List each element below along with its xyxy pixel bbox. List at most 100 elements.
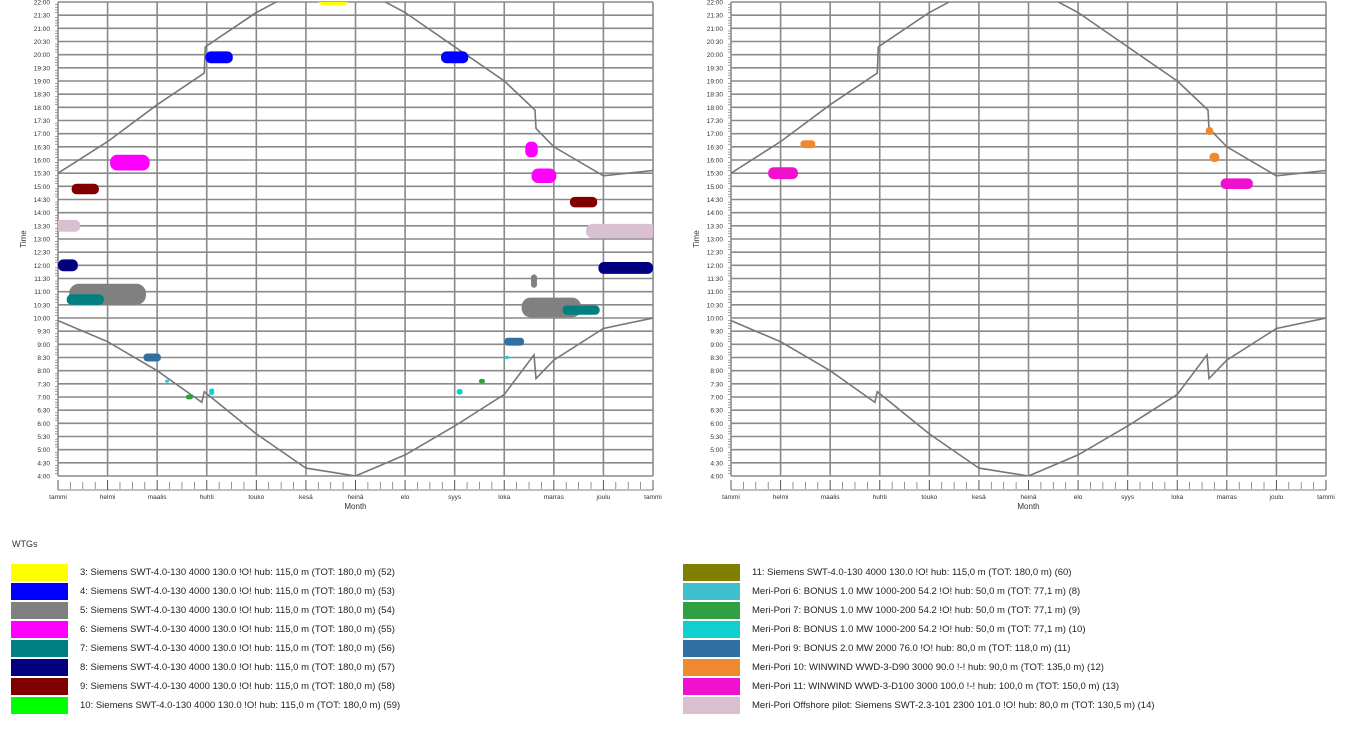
legend-item: Meri-Pori 8: BONUS 1.0 MW 1000-200 54.2 …: [683, 620, 1155, 639]
x-tick-label: loka: [498, 494, 510, 501]
y-tick-label: 22:00: [707, 0, 724, 7]
legend-swatch: [11, 564, 68, 581]
legend-item: 4: Siemens SWT-4.0-130 4000 130.0 !O! hu…: [11, 582, 400, 601]
y-tick-label: 12:30: [707, 250, 724, 257]
y-tick-label: 8:00: [710, 368, 723, 375]
y-tick-label: 9:30: [710, 329, 723, 336]
y-tick-label: 21:30: [34, 13, 51, 20]
legend-swatch: [683, 583, 740, 600]
legend-label: Meri-Pori 11: WINWIND WWD-3-D100 3000 10…: [752, 681, 1120, 692]
x-tick-label: elo: [1074, 494, 1083, 501]
y-tick-label: 19:00: [707, 79, 724, 86]
sunrise-curve: [731, 317, 1326, 476]
legend-label: 9: Siemens SWT-4.0-130 4000 130.0 !O! hu…: [80, 681, 395, 692]
legend-swatch: [683, 602, 740, 619]
shadow-blob: [569, 196, 598, 208]
y-tick-label: 11:00: [34, 289, 50, 296]
legend-label: Meri-Pori 7: BONUS 1.0 MW 1000-200 54.2 …: [752, 605, 1081, 616]
x-tick-label: elo: [401, 494, 410, 501]
y-axis-label: Time: [692, 230, 701, 248]
y-tick-label: 14:30: [34, 197, 51, 204]
plot-area: [58, 2, 653, 476]
legend-item: Meri-Pori Offshore pilot: Siemens SWT-2.…: [683, 696, 1155, 715]
y-tick-label: 14:00: [707, 210, 724, 217]
shadow-charts: 4:00 4:30 5:00 5:30 6:00 6:30 7:00 7:30 8:00 8:30…: [19, 0, 1335, 511]
y-tick-label: 6:00: [37, 421, 50, 428]
x-tick-label: syys: [1121, 494, 1135, 501]
y-tick-label: 19:30: [34, 65, 51, 72]
y-tick-label: 10:30: [34, 302, 51, 309]
x-tick-label: loka: [1171, 494, 1183, 501]
x-tick-label: tammi: [1317, 494, 1335, 501]
x-tick-label: kesä: [972, 494, 986, 501]
legend-item: 5: Siemens SWT-4.0-130 4000 130.0 !O! hu…: [11, 601, 400, 620]
legend-swatch: [11, 697, 68, 714]
x-tick-label: joulu: [596, 494, 611, 501]
shadow-blob: [71, 183, 99, 195]
y-tick-label: 12:00: [707, 263, 724, 270]
shadow-blob: [531, 168, 557, 184]
y-tick-label: 20:30: [707, 39, 724, 46]
y-tick-label: 18:00: [707, 105, 724, 112]
shadow-blob: [1209, 152, 1220, 162]
y-tick-label: 15:30: [707, 171, 724, 178]
y-tick-label: 19:00: [34, 79, 51, 86]
legend-right: 11: Siemens SWT-4.0-130 4000 130.0 !O! h…: [683, 563, 1155, 715]
y-tick-label: 15:30: [34, 171, 51, 178]
legend-label: 3: Siemens SWT-4.0-130 4000 130.0 !O! hu…: [80, 567, 395, 578]
y-tick-label: 11:30: [34, 276, 50, 283]
legend-item: 3: Siemens SWT-4.0-130 4000 130.0 !O! hu…: [11, 563, 400, 582]
y-tick-label: 4:30: [710, 460, 723, 467]
y-tick-label: 13:30: [34, 223, 51, 230]
x-tick-label: touko: [921, 494, 937, 501]
y-tick-label: 8:30: [37, 355, 50, 362]
legend-item: 8: Siemens SWT-4.0-130 4000 130.0 !O! hu…: [11, 658, 400, 677]
y-tick-label: 17:00: [34, 131, 51, 138]
legend-item: 11: Siemens SWT-4.0-130 4000 130.0 !O! h…: [683, 563, 1155, 582]
shadow-blob: [586, 223, 653, 239]
x-tick-label: huhti: [200, 494, 214, 501]
y-tick-label: 18:00: [34, 105, 51, 112]
shadow-blob: [504, 337, 525, 346]
legend-swatch: [11, 602, 68, 619]
legend-label: 11: Siemens SWT-4.0-130 4000 130.0 !O! h…: [752, 567, 1072, 578]
legend-label: 8: Siemens SWT-4.0-130 4000 130.0 !O! hu…: [80, 662, 395, 673]
shadow-blob: [768, 167, 798, 180]
legend-label: Meri-Pori 8: BONUS 1.0 MW 1000-200 54.2 …: [752, 624, 1086, 635]
x-axis-label: Month: [344, 502, 366, 511]
shadow-blob: [66, 294, 104, 305]
legend-item: 7: Siemens SWT-4.0-130 4000 130.0 !O! hu…: [11, 639, 400, 658]
legend-label: 10: Siemens SWT-4.0-130 4000 130.0 !O! h…: [80, 700, 401, 711]
y-tick-label: 5:30: [710, 434, 723, 441]
shadow-blob: [525, 141, 538, 158]
y-tick-label: 7:00: [710, 395, 723, 402]
shadow-blob: [1205, 127, 1214, 135]
y-tick-label: 12:30: [34, 250, 51, 257]
shadow-blob: [58, 259, 78, 272]
legend-item: 9: Siemens SWT-4.0-130 4000 130.0 !O! hu…: [11, 677, 400, 696]
y-tick-label: 5:00: [37, 447, 50, 454]
y-tick-label: 13:30: [707, 223, 724, 230]
legend-swatch: [11, 583, 68, 600]
shadow-blob: [318, 2, 348, 6]
y-tick-label: 16:00: [34, 158, 51, 165]
sunrise-curve: [58, 317, 653, 476]
shadow-blob: [478, 378, 485, 384]
shadow-blob: [209, 388, 215, 396]
legend-label: 7: Siemens SWT-4.0-130 4000 130.0 !O! hu…: [80, 643, 395, 654]
legend-label: 6: Siemens SWT-4.0-130 4000 130.0 !O! hu…: [80, 624, 395, 635]
y-tick-label: 10:30: [707, 302, 724, 309]
y-tick-label: 16:30: [707, 144, 724, 151]
sunset-curve: [731, 2, 1326, 177]
legend-swatch: [11, 659, 68, 676]
x-tick-label: heinä: [1021, 494, 1037, 501]
legend-swatch: [11, 621, 68, 638]
x-tick-label: maalis: [821, 494, 841, 501]
legend-item: 10: Siemens SWT-4.0-130 4000 130.0 !O! h…: [11, 696, 400, 715]
legend-left: 3: Siemens SWT-4.0-130 4000 130.0 !O! hu…: [11, 563, 400, 715]
legend-item: Meri-Pori 9: BONUS 2.0 MW 2000 76.0 !O! …: [683, 639, 1155, 658]
shadow-blob: [531, 274, 537, 288]
legend-swatch: [11, 678, 68, 695]
y-tick-label: 7:30: [37, 381, 50, 388]
y-tick-label: 16:30: [34, 144, 51, 151]
